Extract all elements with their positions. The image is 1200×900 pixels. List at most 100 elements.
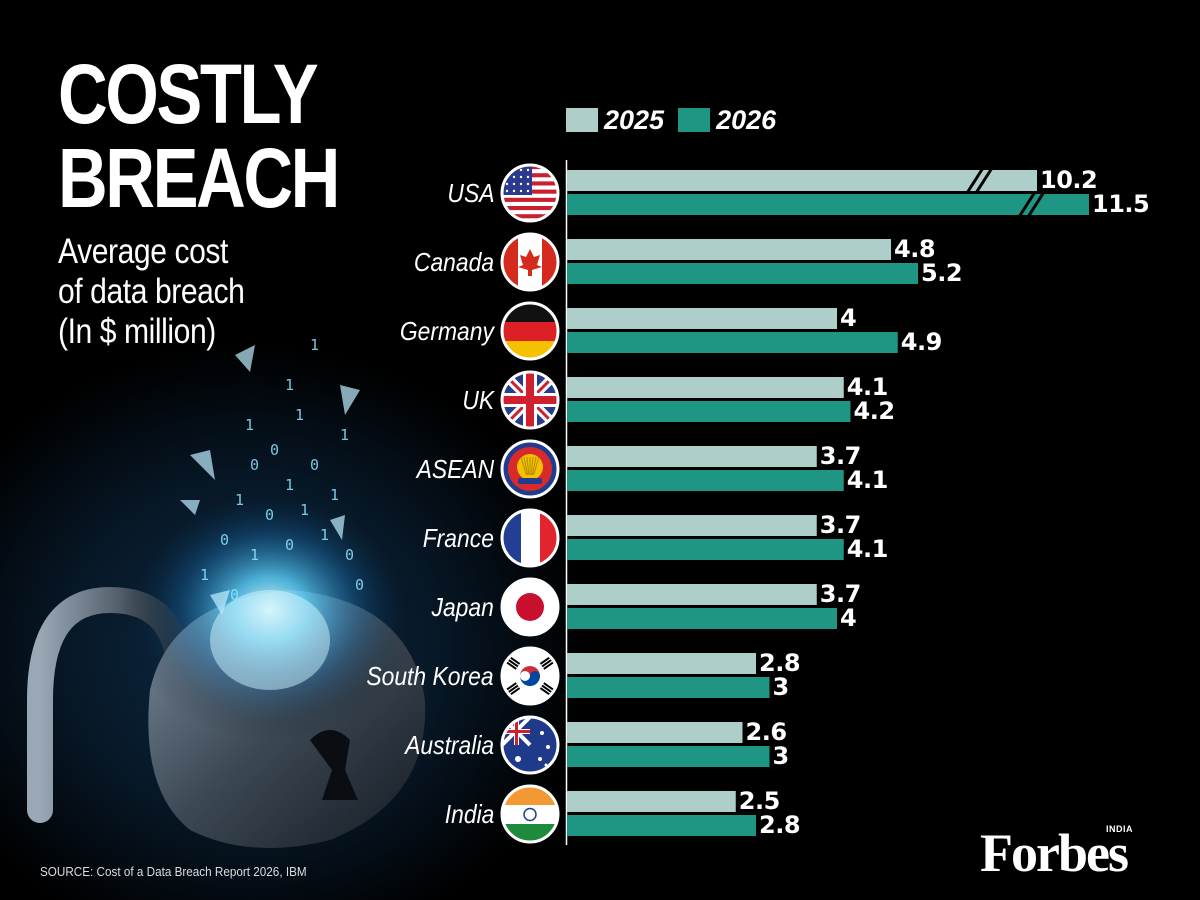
japan-flag-icon: [500, 577, 560, 637]
data-label-2025: 10.2: [1040, 166, 1098, 194]
bar-2026-canada: [567, 263, 918, 284]
bar-series: [567, 167, 1089, 836]
category-label: USA: [446, 178, 494, 208]
legend-swatch-2026: [678, 108, 711, 132]
bar-2025-asean: [567, 446, 817, 467]
category-label: India: [444, 799, 494, 829]
france-flag-icon: [500, 508, 560, 568]
page-title-line-2: BREACH: [58, 131, 340, 225]
flag-icons: [500, 163, 560, 844]
logo-sup: INDIA: [1106, 824, 1133, 834]
legend-swatch-2025: [566, 108, 598, 132]
asean-flag-icon: [500, 439, 560, 499]
legend-item-2025: 2025: [566, 106, 664, 134]
axis-break-marker: [965, 167, 994, 194]
bar-2025-germany: [567, 308, 837, 329]
category-label: Germany: [399, 316, 494, 346]
data-label-2026: 5.2: [921, 259, 963, 287]
padlock-illustration: 101 010 10 1 101 010 111 100: [27, 336, 426, 848]
bar-2025-uk: [567, 377, 844, 398]
data-label-2025: 3.7: [819, 580, 862, 608]
svg-text:1: 1: [320, 526, 329, 544]
axis-break-marker: [1017, 191, 1046, 218]
data-label-2025: 2.5: [738, 787, 781, 815]
subtitle-line: of data breach: [58, 272, 245, 311]
subtitle-line: Average cost: [58, 232, 228, 271]
svg-text:1: 1: [300, 501, 309, 519]
data-label-2026: 4.1: [846, 535, 889, 563]
data-label-2026: 3: [772, 742, 790, 770]
category-label: Australia: [404, 730, 494, 760]
data-label-2025: 4.8: [894, 235, 936, 263]
data-label-2026: 3: [772, 673, 790, 701]
data-label-2026: 4: [840, 604, 857, 632]
svg-text:1: 1: [285, 476, 294, 494]
bar-2026-japan: [567, 608, 837, 629]
usa-flag-icon: [500, 163, 560, 223]
svg-text:0: 0: [345, 546, 354, 564]
svg-text:1: 1: [200, 566, 209, 584]
data-label-2025: 2.6: [745, 718, 788, 746]
category-label: Japan: [431, 592, 494, 622]
bar-2025-france: [567, 515, 817, 536]
data-label-2026: 11.5: [1092, 190, 1150, 218]
data-label-2026: 2.8: [759, 811, 801, 839]
svg-text:0: 0: [310, 456, 319, 474]
legend-label-2025: 2025: [604, 105, 665, 135]
bar-2025-usa: [567, 170, 1037, 191]
svg-text:1: 1: [245, 416, 254, 434]
source-note: SOURCE: Cost of a Data Breach Report 202…: [40, 864, 307, 879]
category-label: ASEAN: [416, 454, 494, 484]
canada-flag-icon: [500, 232, 560, 292]
keyhole-icon: [310, 730, 358, 800]
page-title-line-1: COSTLY: [58, 47, 319, 141]
chart-subtitle: Average cost of data breach (In $ millio…: [58, 232, 282, 352]
bar-2026-australia: [567, 746, 770, 767]
india-flag-icon: [500, 784, 560, 844]
legend-label-2026: 2026: [716, 105, 777, 135]
bar-2026-usa: [567, 194, 1089, 215]
svg-text:1: 1: [330, 486, 339, 504]
bar-2026-france: [567, 539, 844, 560]
svg-text:0: 0: [285, 536, 294, 554]
category-label: France: [422, 523, 494, 553]
bar-2026-south-korea: [567, 677, 770, 698]
bar-2025-india: [567, 791, 736, 812]
data-label-2026: 4.1: [846, 466, 889, 494]
svg-text:0: 0: [265, 506, 274, 524]
legend-item-2026: 2026: [678, 106, 776, 134]
bar-2025-japan: [567, 584, 817, 605]
bar-2026-uk: [567, 401, 851, 422]
category-label: Canada: [413, 247, 494, 277]
category-label: South Korea: [366, 661, 494, 691]
chart-legend: 2025 2026: [566, 106, 776, 134]
south-korea-flag-icon: [500, 646, 560, 706]
svg-text:0: 0: [270, 441, 279, 459]
category-label: UK: [462, 385, 494, 415]
data-label-2025: 3.7: [819, 442, 862, 470]
svg-text:0: 0: [230, 586, 239, 604]
bar-2025-canada: [567, 239, 891, 260]
svg-text:1: 1: [340, 426, 349, 444]
svg-text:0: 0: [220, 531, 229, 549]
uk-flag-icon: [500, 370, 560, 430]
data-label-2025: 3.7: [819, 511, 862, 539]
australia-flag-icon: [500, 715, 560, 775]
svg-text:1: 1: [285, 376, 294, 394]
svg-text:1: 1: [250, 546, 259, 564]
data-label-2025: 2.8: [759, 649, 801, 677]
binary-digits-decoration: 101 010 10 1 101 010 111 100: [200, 336, 364, 604]
data-label-2026: 4.2: [853, 397, 896, 425]
germany-flag-icon: [500, 301, 560, 361]
svg-text:1: 1: [295, 406, 304, 424]
bar-2026-germany: [567, 332, 898, 353]
data-label-2025: 4: [840, 304, 857, 332]
svg-text:0: 0: [355, 576, 364, 594]
svg-text:1: 1: [310, 336, 319, 354]
forbes-india-logo: Forbes INDIA: [980, 824, 1133, 880]
bar-2025-australia: [567, 722, 743, 743]
glass-shards-decoration: [180, 345, 360, 615]
subtitle-line: (In $ million): [58, 312, 216, 351]
